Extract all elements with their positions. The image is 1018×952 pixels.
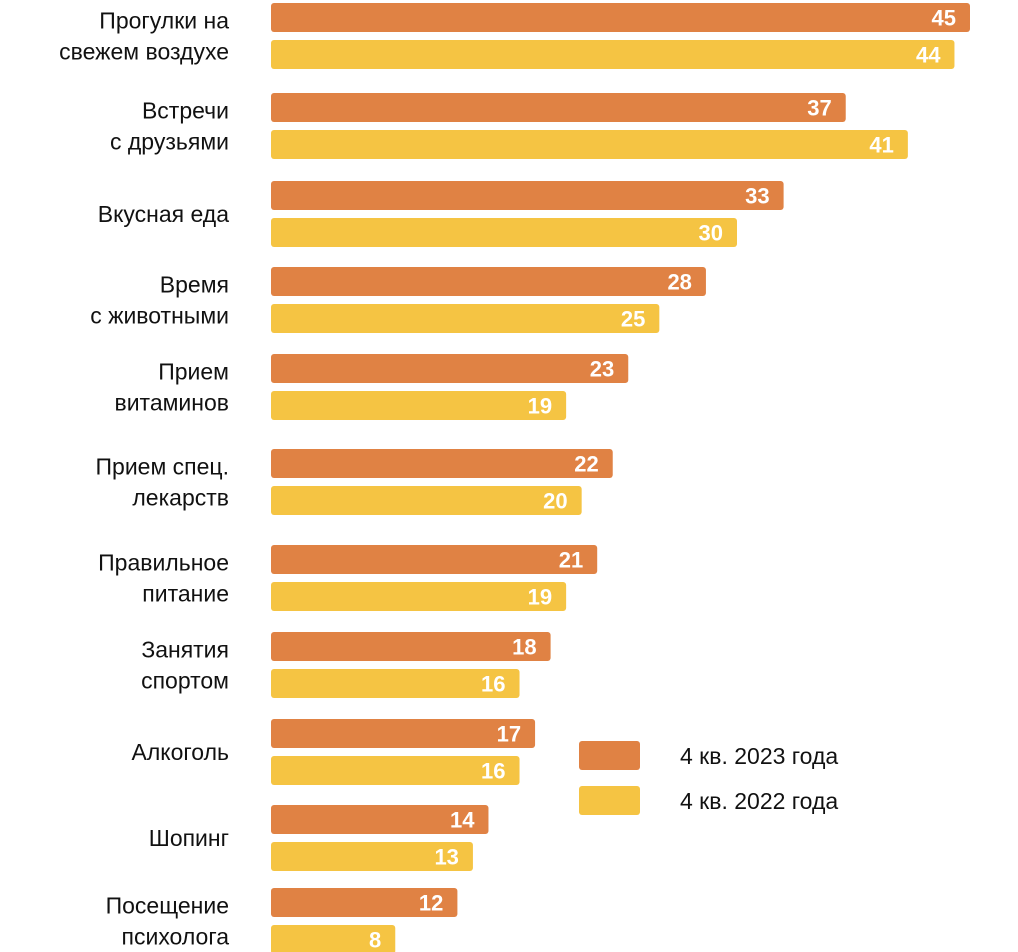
data-label-занятия-спортом-series-2: 16 (481, 672, 505, 697)
category-label-посещение-психолога: Посещение психолога (106, 893, 230, 950)
category-label-алкоголь: Алкоголь (132, 739, 229, 765)
bar-вкусная-еда-series-2 (271, 218, 737, 247)
bar-шопинг-series-2 (271, 842, 473, 871)
data-label-вкусная-еда-series-2: 30 (699, 221, 723, 246)
data-label-прием-витаминов-series-1: 23 (590, 357, 614, 382)
bar-посещение-психолога-series-2 (271, 925, 396, 952)
category-label-line: психолога (122, 924, 230, 950)
data-label-шопинг-series-2: 13 (434, 845, 458, 870)
category-label-прогулки-на-свежем-воздухе: Прогулки на свежем воздухе (59, 8, 229, 65)
category-label-line: Время (160, 272, 229, 298)
category-label-line: Прогулки на (99, 8, 229, 34)
data-label-посещение-психолога-series-1: 12 (419, 891, 443, 916)
legend-label-series-1: 4 кв. 2023 года (680, 743, 838, 769)
category-label-line: Вкусная еда (98, 201, 229, 227)
data-label-прогулки-на-свежем-воздухе-series-2: 44 (916, 43, 941, 68)
category-label-правильное-питание: Правильное питание (98, 550, 229, 607)
bar-прогулки-на-свежем-воздухе-series-1 (271, 3, 970, 32)
data-label-прием-спец-лекарств-series-2: 20 (543, 489, 567, 514)
bar-правильное-питание-series-1 (271, 545, 598, 574)
category-label-line: Правильное (98, 550, 229, 576)
category-label-line: Шопинг (149, 825, 229, 851)
category-label-line: спортом (141, 668, 229, 694)
bar-алкоголь-series-1 (271, 719, 536, 748)
category-label-line: витаминов (114, 390, 229, 416)
data-label-правильное-питание-series-2: 19 (528, 585, 552, 610)
category-label-встречи-с-друзьями: Встречи с друзьями (110, 98, 229, 155)
bar-посещение-психолога-series-1 (271, 888, 458, 917)
bar-прием-спец-лекарств-series-1 (271, 449, 613, 478)
legend-label-series-2: 4 кв. 2022 года (680, 788, 838, 814)
data-label-прогулки-на-свежем-воздухе-series-1: 45 (932, 6, 956, 31)
data-label-правильное-питание-series-1: 21 (559, 548, 583, 573)
category-label-прием-спец-лекарств: Прием спец. лекарств (96, 454, 229, 511)
category-label-шопинг: Шопинг (149, 825, 229, 851)
data-label-алкоголь-series-2: 16 (481, 759, 505, 784)
data-label-занятия-спортом-series-1: 18 (512, 635, 536, 660)
category-label-line: с друзьями (110, 129, 229, 155)
category-label-line: питание (142, 581, 229, 607)
bar-прием-витаминов-series-2 (271, 391, 567, 420)
legend-swatch-series-2 (579, 786, 640, 815)
category-label-line: лекарств (132, 485, 229, 511)
data-label-прием-спец-лекарств-series-1: 22 (574, 452, 598, 477)
bar-встречи-с-друзьями-series-1 (271, 93, 846, 122)
category-labels-layer: Прогулки на свежем воздухе Встречи с друзья… (59, 8, 229, 950)
category-label-line: Алкоголь (132, 739, 229, 765)
legend: 4 кв. 2023 года 4 кв. 2022 года (579, 741, 838, 815)
category-label-время-с-животными: Время с животными (90, 272, 229, 329)
bar-прогулки-на-свежем-воздухе-series-2 (271, 40, 955, 69)
bar-встречи-с-друзьями-series-2 (271, 130, 908, 159)
bar-вкусная-еда-series-1 (271, 181, 784, 210)
data-label-встречи-с-друзьями-series-2: 41 (869, 133, 893, 158)
category-label-line: с животными (90, 303, 229, 329)
bar-время-с-животными-series-2 (271, 304, 660, 333)
legend-swatch-series-1 (579, 741, 640, 770)
data-label-встречи-с-друзьями-series-1: 37 (807, 96, 831, 121)
bars-layer: 4544374133302825231922202119181617161413… (271, 3, 970, 952)
data-label-вкусная-еда-series-1: 33 (745, 184, 769, 209)
data-label-посещение-психолога-series-2: 8 (369, 928, 381, 952)
bar-занятия-спортом-series-1 (271, 632, 551, 661)
bar-время-с-животными-series-1 (271, 267, 706, 296)
bar-алкоголь-series-2 (271, 756, 520, 785)
category-label-line: Прием (158, 359, 229, 385)
data-label-шопинг-series-1: 14 (450, 808, 475, 833)
bar-занятия-спортом-series-2 (271, 669, 520, 698)
category-label-вкусная-еда: Вкусная еда (98, 201, 229, 227)
category-label-занятия-спортом: Занятия спортом (141, 637, 229, 694)
category-label-line: свежем воздухе (59, 39, 229, 65)
category-label-прием-витаминов: Прием витаминов (114, 359, 229, 416)
bar-шопинг-series-1 (271, 805, 489, 834)
bar-правильное-питание-series-2 (271, 582, 567, 611)
category-label-line: Встречи (142, 98, 229, 124)
data-label-время-с-животными-series-2: 25 (621, 307, 645, 332)
data-label-алкоголь-series-1: 17 (497, 722, 521, 747)
category-label-line: Занятия (141, 637, 229, 663)
bar-прием-спец-лекарств-series-2 (271, 486, 582, 515)
data-label-прием-витаминов-series-2: 19 (528, 394, 552, 419)
data-label-время-с-животными-series-1: 28 (667, 270, 691, 295)
bar-прием-витаминов-series-1 (271, 354, 629, 383)
category-label-line: Прием спец. (96, 454, 229, 480)
category-label-line: Посещение (106, 893, 229, 919)
